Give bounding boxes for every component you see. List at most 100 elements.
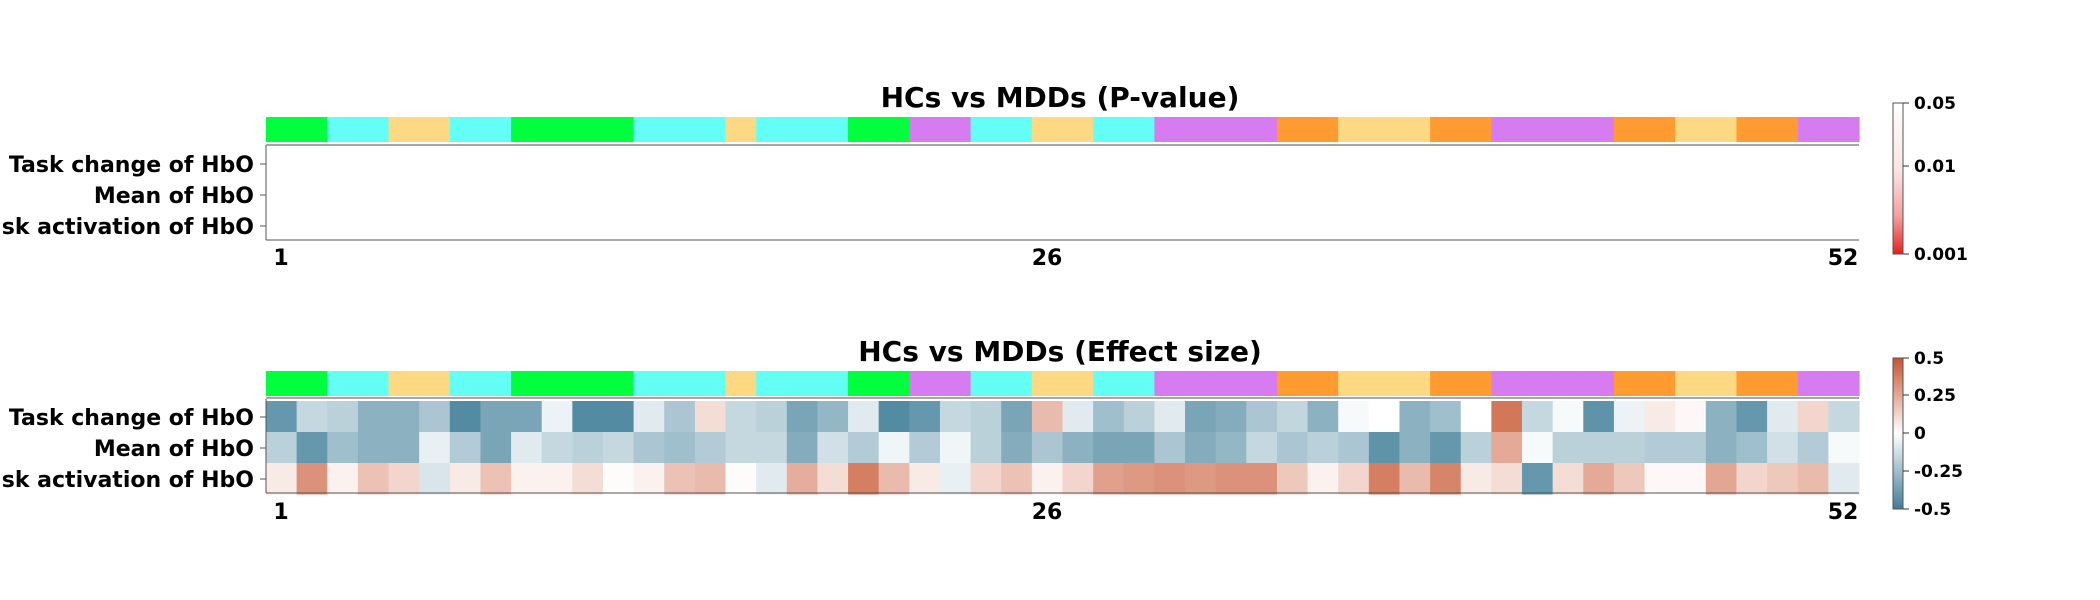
region-cell xyxy=(1246,117,1278,142)
heatmap-cell xyxy=(633,401,665,433)
heatmap-cell xyxy=(1154,180,1186,211)
region-cell xyxy=(939,117,972,142)
region-cell xyxy=(1583,117,1615,142)
heatmap-cell xyxy=(756,463,788,495)
region-cell xyxy=(1338,371,1370,396)
heatmap-cell xyxy=(1215,180,1247,211)
heatmap-cell xyxy=(1767,432,1799,464)
region-cell xyxy=(541,371,573,396)
heatmap-cell xyxy=(786,149,819,180)
heatmap-cell xyxy=(1644,211,1676,242)
heatmap-cell xyxy=(817,432,849,464)
heatmap-cell xyxy=(541,211,573,242)
heatmap-cell xyxy=(1154,432,1186,464)
region-cell xyxy=(1736,371,1768,396)
heatmap-cell xyxy=(357,401,390,433)
heatmap-cell xyxy=(1430,401,1462,433)
heatmap-cell xyxy=(1705,180,1738,211)
heatmap-cell xyxy=(1552,149,1584,180)
heatmap-cell xyxy=(848,401,880,433)
heatmap-cell xyxy=(296,211,328,242)
heatmap-cell xyxy=(1675,180,1707,211)
region-cell xyxy=(1246,371,1278,396)
heatmap-cell xyxy=(1031,149,1064,180)
region-cell xyxy=(1154,371,1186,396)
heatmap-cell xyxy=(1552,463,1584,495)
heatmap-cell xyxy=(1001,211,1033,242)
heatmap-cell xyxy=(572,463,604,495)
heatmap-cell xyxy=(725,211,757,242)
heatmap-cell xyxy=(848,149,880,180)
heatmap-cell xyxy=(602,432,635,464)
heatmap-cell xyxy=(1399,401,1431,433)
heatmap-cell xyxy=(541,180,573,211)
heatmap-cell xyxy=(909,432,941,464)
heatmap-cell xyxy=(1491,401,1523,433)
row-label: Mean of HbO xyxy=(94,184,254,209)
region-cell xyxy=(939,371,972,396)
region-cell xyxy=(1613,117,1646,142)
heatmap-cell xyxy=(327,463,359,495)
heatmap-cell xyxy=(1246,180,1278,211)
heatmap-cell xyxy=(1644,401,1676,433)
heatmap-cell xyxy=(848,180,880,211)
region-cell xyxy=(694,117,727,142)
heatmap-cell xyxy=(1644,463,1676,495)
region-cell xyxy=(786,371,819,396)
heatmap-cell xyxy=(1430,463,1462,495)
heatmap-cell xyxy=(1797,463,1829,495)
region-cell xyxy=(633,371,665,396)
heatmap-cell xyxy=(694,401,727,433)
heatmap-cell xyxy=(1675,401,1707,433)
region-cell xyxy=(572,117,604,142)
region-cell xyxy=(1093,371,1125,396)
heatmap-cell xyxy=(296,463,328,495)
heatmap-cell xyxy=(480,180,512,211)
cb-tick-label: 0.001 xyxy=(1914,245,1968,265)
heatmap-cell xyxy=(1215,149,1247,180)
heatmap-cell xyxy=(266,180,298,211)
heatmap-cell xyxy=(1613,463,1646,495)
heatmap-cell xyxy=(1736,463,1768,495)
heatmap-cell xyxy=(1031,463,1064,495)
region-cell xyxy=(848,117,880,142)
panel-effect: HCs vs MDDs (Effect size) Task change of… xyxy=(0,335,1963,525)
region-cell xyxy=(817,117,849,142)
heatmap-cell xyxy=(1185,180,1217,211)
region-cell xyxy=(1399,117,1431,142)
region-cell xyxy=(848,371,880,396)
heatmap-cell xyxy=(1460,180,1492,211)
heatmap-cell xyxy=(266,211,298,242)
heatmap-cell xyxy=(1522,180,1554,211)
heatmap-cell xyxy=(1460,401,1492,433)
heatmap-cell xyxy=(1399,149,1431,180)
heatmap-cell xyxy=(1307,463,1339,495)
heatmap-cell xyxy=(1307,180,1339,211)
heatmap-cell xyxy=(970,211,1002,242)
heatmap-cell xyxy=(878,432,910,464)
heatmap-cell xyxy=(1705,463,1738,495)
heatmap-cell xyxy=(419,432,451,464)
heatmap-cell xyxy=(878,180,910,211)
heatmap-cell xyxy=(1430,180,1462,211)
heatmap-cell xyxy=(1246,149,1278,180)
heatmap-cell xyxy=(1736,401,1768,433)
heatmap-cell xyxy=(511,432,543,464)
heatmap-cell xyxy=(1062,401,1094,433)
heatmap-cell xyxy=(1491,180,1523,211)
heatmap-cell xyxy=(756,211,788,242)
heatmap-cell xyxy=(327,401,359,433)
heatmap-cell xyxy=(1062,432,1094,464)
heatmap-cell xyxy=(1338,211,1370,242)
heatmap-cell xyxy=(388,180,420,211)
region-cell xyxy=(725,117,757,142)
region-cell xyxy=(327,117,359,142)
heatmap-cell xyxy=(633,149,665,180)
heatmap-cell xyxy=(1828,432,1860,464)
region-cell xyxy=(1307,371,1339,396)
heatmap-cell xyxy=(1767,401,1799,433)
heatmap-cell xyxy=(970,432,1002,464)
x-tick-label: 26 xyxy=(1032,500,1063,525)
heatmap-cell xyxy=(480,432,512,464)
region-cell xyxy=(1185,117,1217,142)
